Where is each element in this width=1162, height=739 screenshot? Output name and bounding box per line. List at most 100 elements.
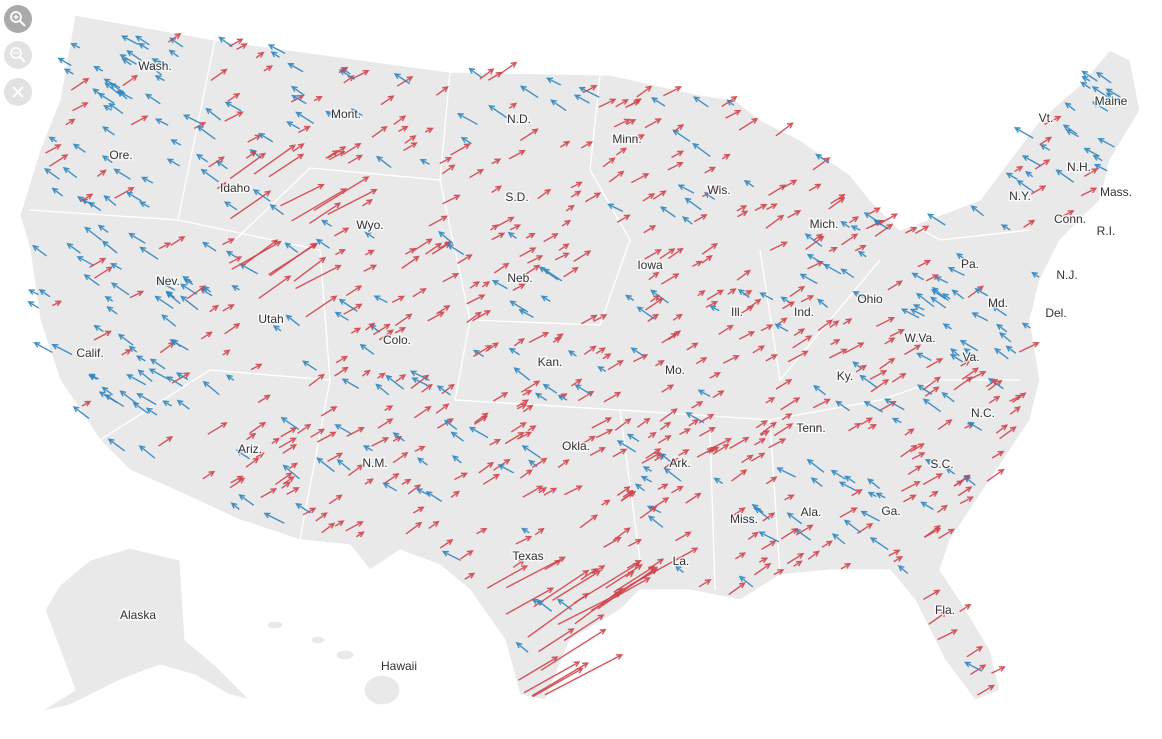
shift-arrow xyxy=(1065,129,1079,138)
shift-arrow xyxy=(781,413,793,421)
shift-arrow xyxy=(659,408,678,422)
zoom-in-button[interactable] xyxy=(4,5,32,33)
shift-arrow xyxy=(158,242,172,250)
shift-arrow xyxy=(625,294,635,301)
shift-arrow xyxy=(205,107,222,121)
shift-arrow xyxy=(879,357,896,370)
shift-arrow xyxy=(488,104,508,119)
shift-arrow xyxy=(491,279,508,290)
shift-arrow xyxy=(1105,92,1123,107)
shift-arrow xyxy=(478,461,495,474)
shift-arrow xyxy=(911,452,926,460)
shift-arrow xyxy=(961,367,979,380)
state-label: Minn. xyxy=(612,132,641,146)
state-label: N.C. xyxy=(971,406,995,420)
shift-arrow xyxy=(1031,271,1040,278)
shift-arrow xyxy=(508,347,520,356)
shift-arrow xyxy=(937,504,948,514)
shift-arrow xyxy=(521,445,541,459)
shift-arrow xyxy=(1030,185,1047,195)
shift-arrow xyxy=(106,306,118,315)
shift-arrow xyxy=(313,176,370,211)
shift-arrow xyxy=(202,470,216,480)
shift-arrow xyxy=(489,439,502,446)
shift-arrow xyxy=(442,194,461,205)
shift-arrow xyxy=(364,231,375,239)
shift-arrow xyxy=(416,457,428,466)
shift-arrow xyxy=(543,487,558,496)
shift-arrow xyxy=(570,181,583,189)
state-label: Iowa xyxy=(637,258,663,272)
shift-arrow xyxy=(840,220,850,229)
shift-arrow xyxy=(459,550,474,560)
shift-arrow xyxy=(522,404,534,413)
shift-arrow xyxy=(615,99,629,108)
shift-arrow xyxy=(101,386,114,396)
alaska-outline xyxy=(39,547,252,713)
shift-arrow xyxy=(848,216,860,224)
state-label: N.M. xyxy=(362,456,387,470)
shift-arrow xyxy=(920,501,934,511)
shift-arrow xyxy=(371,437,390,447)
shift-arrow xyxy=(168,49,179,58)
shift-arrow xyxy=(738,117,759,131)
shift-arrow xyxy=(104,394,125,408)
shift-arrow xyxy=(154,75,165,82)
shift-arrow xyxy=(583,345,597,355)
shift-arrow xyxy=(1016,179,1035,193)
shift-arrow xyxy=(315,512,328,522)
shift-arrow xyxy=(263,512,285,524)
state-label: R.I. xyxy=(1097,224,1116,238)
shift-arrow xyxy=(532,667,584,698)
shift-arrow xyxy=(270,51,280,58)
shift-arrow xyxy=(119,54,137,65)
shift-arrow xyxy=(435,86,449,96)
zoom-out-button[interactable] xyxy=(4,41,32,69)
shift-arrow xyxy=(285,314,300,327)
shift-arrow xyxy=(88,201,102,212)
shift-arrow xyxy=(516,403,528,410)
shift-arrow xyxy=(1021,155,1042,167)
shift-arrow xyxy=(229,477,246,489)
shift-arrow xyxy=(840,268,855,279)
state-label: Del. xyxy=(1045,306,1066,320)
shift-arrow xyxy=(869,370,888,380)
shift-arrow xyxy=(486,565,529,589)
shift-arrow xyxy=(260,488,278,499)
shift-arrow xyxy=(817,319,834,332)
shift-arrow xyxy=(305,295,338,318)
shift-arrow xyxy=(922,398,942,413)
shift-arrow xyxy=(710,446,720,453)
shift-arrow xyxy=(867,491,877,498)
shift-arrow xyxy=(531,457,548,469)
shift-arrow xyxy=(522,389,533,396)
close-button[interactable] xyxy=(4,78,32,106)
shift-arrow xyxy=(224,111,244,122)
shift-arrow xyxy=(857,250,867,258)
shift-arrow xyxy=(102,126,115,136)
shift-arrow xyxy=(364,478,374,485)
shift-arrow xyxy=(552,570,602,601)
shift-arrow xyxy=(441,550,461,562)
shift-arrow xyxy=(750,452,766,462)
shift-arrow xyxy=(347,154,363,164)
shift-arrow xyxy=(667,161,684,171)
shift-arrow xyxy=(693,214,708,223)
shift-arrow xyxy=(875,316,896,327)
state-label: N.Y. xyxy=(1009,189,1031,203)
shift-arrow xyxy=(338,298,358,312)
shift-arrow xyxy=(523,661,581,694)
shift-arrow xyxy=(81,400,92,407)
shift-arrow xyxy=(384,405,394,412)
shift-arrow xyxy=(616,214,631,223)
shift-arrow xyxy=(754,507,771,520)
shift-arrow xyxy=(308,373,325,387)
shift-arrow xyxy=(253,144,296,175)
shift-arrow xyxy=(107,438,126,452)
shift-arrow xyxy=(545,77,562,86)
shift-arrow xyxy=(743,180,755,188)
shift-arrow xyxy=(456,113,478,126)
shift-arrow xyxy=(33,342,53,354)
shift-arrow xyxy=(677,184,695,194)
state-label: Mont. xyxy=(331,107,361,121)
